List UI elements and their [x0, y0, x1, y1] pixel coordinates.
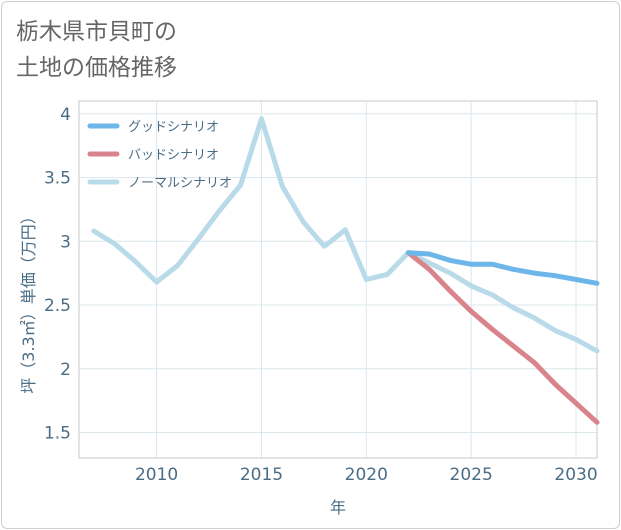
y-tick-label: 2.5: [44, 296, 71, 316]
series-line-bad: [405, 250, 600, 425]
y-tick-label: 3: [60, 232, 71, 252]
title-line-1: 栃木県市貝町の: [16, 19, 177, 45]
y-tick-label: 4: [60, 105, 71, 125]
x-tick-label: 2010: [135, 465, 178, 485]
series-line-good: [405, 250, 600, 286]
title-line-2: 土地の価格推移: [16, 55, 177, 81]
plot-frame: [78, 100, 598, 459]
y-tick-label: 2: [60, 360, 71, 380]
legend-label: グッドシナリオ: [128, 120, 219, 135]
y-tick-label: 1.5: [44, 424, 71, 444]
y-tick-label: 3.5: [44, 169, 71, 189]
legend-label: ノーマルシナリオ: [128, 176, 232, 191]
x-tick-label: 2015: [240, 465, 283, 485]
series-layer: [91, 116, 600, 425]
x-axis-label: 年: [330, 498, 346, 517]
x-tick-label: 2025: [450, 465, 493, 485]
series-line-normal: [91, 116, 600, 354]
y-axis-label: 坪（3.3㎡）単価（万円）: [19, 208, 38, 393]
chart-title: 栃木県市貝町の 土地の価格推移: [16, 14, 177, 86]
x-tick-label: 2020: [345, 465, 388, 485]
axis-ticks: 2010 2015 2020 2025 2030 1.5 2 2.5 3 3.5 4: [44, 105, 598, 485]
x-tick-label: 2030: [554, 465, 597, 485]
legend-label: バッドシナリオ: [128, 148, 219, 163]
